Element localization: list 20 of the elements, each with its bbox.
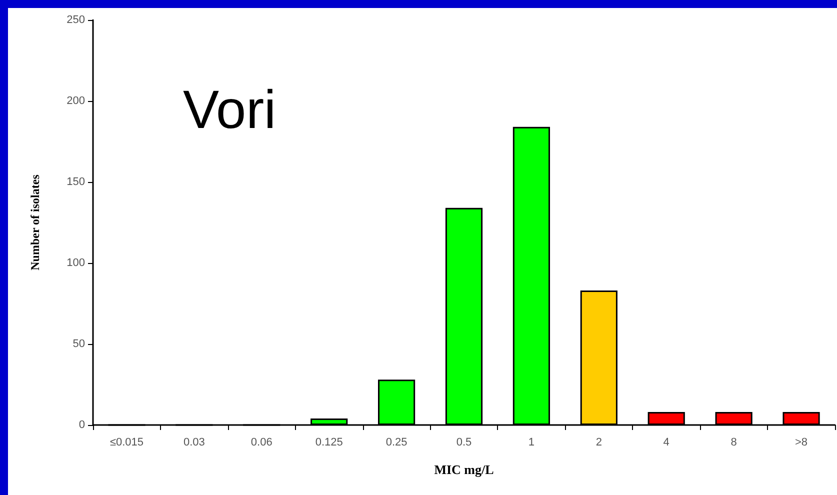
y-axis-title: Number of isolates	[28, 174, 42, 270]
x-tick-label: 8	[730, 436, 737, 448]
x-tick-label: 1	[528, 436, 535, 448]
x-axis-title: MIC mg/L	[434, 462, 494, 477]
y-tick-label: 100	[66, 257, 85, 269]
x-tick-label: 2	[596, 436, 602, 448]
x-tick-label: 0.125	[315, 436, 343, 448]
x-tick-label: 0.03	[183, 436, 205, 448]
y-tick-label: 150	[66, 176, 85, 188]
x-tick-label: 0.5	[456, 436, 472, 448]
y-tick-label: 250	[66, 14, 85, 26]
y-tick-label: 200	[66, 95, 85, 107]
x-tick-label: >8	[795, 436, 808, 448]
y-tick-label: 0	[78, 419, 85, 431]
y-tick-label: 50	[72, 338, 85, 350]
text: Vori	[183, 80, 276, 140]
x-tick-label: 4	[663, 436, 670, 448]
x-tick-label: 0.25	[386, 436, 408, 448]
x-tick-label: 0.06	[250, 436, 272, 448]
x-tick-label: ≤0.015	[110, 436, 144, 448]
